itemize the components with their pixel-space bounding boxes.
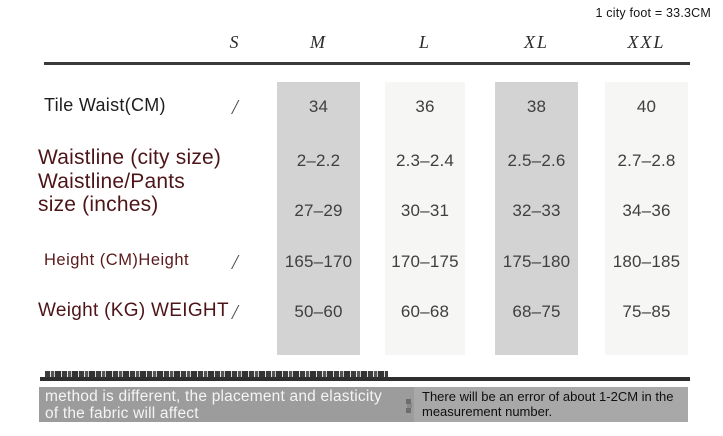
cell-waistline-city-xxl: 2.7–2.8 xyxy=(617,151,676,170)
cell-waistline-inch-l: 30–31 xyxy=(400,201,450,220)
cell-tile-waist-l: 36 xyxy=(415,97,435,116)
column-band-m xyxy=(277,82,360,355)
footer-left-note: method is different, the placement and e… xyxy=(45,388,382,422)
cell-height-m: 165–170 xyxy=(284,252,353,271)
row-label-waistline: Waistline (city size) Waistline/Pants si… xyxy=(38,146,222,217)
cell-tile-waist-xxl: 40 xyxy=(636,97,657,116)
cell-waistline-city-xl: 2.5–2.6 xyxy=(507,151,566,170)
cell-weight-xl: 68–75 xyxy=(512,302,561,321)
size-header-xl: XL xyxy=(523,32,549,52)
cell-height-s: / xyxy=(231,250,239,274)
clipped-glyph xyxy=(406,399,411,404)
row-label-height: Height (CM)Height xyxy=(44,251,190,269)
cell-weight-l: 60–68 xyxy=(400,302,450,321)
size-header-s: S xyxy=(229,32,241,52)
cell-height-xl: 175–180 xyxy=(502,252,571,271)
header-divider xyxy=(44,62,690,65)
column-band-xl xyxy=(495,82,578,355)
cell-weight-s: / xyxy=(231,300,239,324)
unit-conversion-note: 1 city foot = 33.3CM xyxy=(595,6,711,20)
row-label-tile-waist: Tile Waist(CM) xyxy=(44,95,166,115)
cell-waistline-city-l: 2.3–2.4 xyxy=(395,151,455,170)
cell-waistline-inch-xl: 32–33 xyxy=(512,201,561,220)
cell-waistline-inch-xxl: 34–36 xyxy=(622,201,671,220)
cell-tile-waist-m: 34 xyxy=(308,97,329,116)
footer-note-box xyxy=(414,387,688,422)
cell-waistline-inch-m: 27–29 xyxy=(294,201,343,220)
clipped-text-strip xyxy=(45,371,388,378)
cell-weight-xxl: 75–85 xyxy=(622,302,671,321)
cell-height-xxl: 180–185 xyxy=(612,252,681,271)
row-label-weight: Weight (KG) WEIGHT xyxy=(38,300,229,321)
cell-weight-m: 50–60 xyxy=(294,302,343,321)
size-header-xxl: XXL xyxy=(627,32,666,52)
cell-waistline-city-m: 2–2.2 xyxy=(296,151,341,170)
cell-height-l: 170–175 xyxy=(391,252,459,271)
size-header-m: M xyxy=(310,32,327,52)
column-band-l xyxy=(385,82,465,355)
footer-right-note: There will be an error of about 1-2CM in… xyxy=(422,389,674,419)
bottom-divider xyxy=(40,377,690,381)
cell-tile-waist-xl: 38 xyxy=(526,97,547,116)
size-header-l: L xyxy=(418,32,431,52)
column-band-xxl xyxy=(605,82,688,355)
cell-tile-waist-s: / xyxy=(231,95,239,119)
